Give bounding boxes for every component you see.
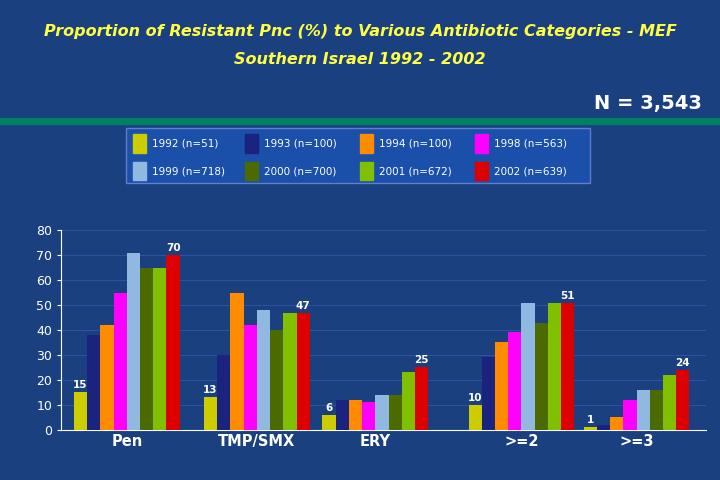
Bar	[475, 162, 488, 180]
Bar	[100, 325, 114, 430]
Text: 2002 (n=639): 2002 (n=639)	[494, 166, 567, 176]
Bar	[495, 342, 508, 430]
Bar	[87, 335, 100, 430]
Bar	[584, 427, 597, 430]
Bar	[548, 302, 561, 430]
Bar	[230, 293, 243, 430]
Text: 15: 15	[73, 380, 88, 390]
Text: Proportion of Resistant Pnc (%) to Various Antibiotic Categories - MEF: Proportion of Resistant Pnc (%) to Vario…	[44, 24, 676, 39]
Bar	[561, 302, 575, 430]
Bar	[133, 162, 146, 180]
Bar	[245, 134, 258, 153]
Bar	[475, 134, 488, 153]
Text: 1: 1	[587, 415, 594, 425]
Bar	[636, 390, 649, 430]
Bar	[521, 302, 535, 430]
Bar	[624, 400, 636, 430]
Bar	[283, 312, 297, 430]
Text: 6: 6	[325, 403, 333, 413]
Text: 10: 10	[468, 393, 482, 403]
Bar	[217, 355, 230, 430]
Bar	[389, 395, 402, 430]
Bar	[133, 134, 146, 153]
Text: N = 3,543: N = 3,543	[594, 94, 702, 113]
Text: 1993 (n=100): 1993 (n=100)	[264, 139, 336, 149]
Bar	[127, 253, 140, 430]
Text: 1998 (n=563): 1998 (n=563)	[494, 139, 567, 149]
Bar	[469, 405, 482, 430]
Bar	[663, 375, 676, 430]
Bar	[535, 323, 548, 430]
Text: 47: 47	[296, 300, 310, 311]
Text: 25: 25	[415, 355, 429, 365]
Bar	[323, 415, 336, 430]
Text: Southern Israel 1992 - 2002: Southern Israel 1992 - 2002	[234, 52, 486, 68]
Bar	[336, 400, 349, 430]
Bar	[362, 402, 375, 430]
Bar	[610, 417, 624, 430]
FancyBboxPatch shape	[126, 128, 590, 183]
Text: 51: 51	[561, 290, 575, 300]
Bar	[257, 310, 270, 430]
Text: 1992 (n=51): 1992 (n=51)	[152, 139, 218, 149]
Bar	[270, 330, 283, 430]
Bar	[297, 312, 310, 430]
Text: 70: 70	[166, 243, 181, 253]
Bar	[140, 268, 153, 430]
Text: 2001 (n=672): 2001 (n=672)	[379, 166, 451, 176]
Bar	[360, 134, 373, 153]
Bar	[153, 268, 166, 430]
Bar	[508, 333, 521, 430]
Text: 1999 (n=718): 1999 (n=718)	[152, 166, 225, 176]
Bar	[375, 395, 389, 430]
Bar	[243, 325, 257, 430]
Bar	[204, 397, 217, 430]
Bar	[676, 370, 690, 430]
Bar	[166, 255, 180, 430]
Text: 2000 (n=700): 2000 (n=700)	[264, 166, 336, 176]
Bar	[597, 425, 610, 430]
Text: 24: 24	[675, 358, 690, 368]
Bar	[349, 400, 362, 430]
Bar	[0, 118, 720, 124]
Bar	[74, 392, 87, 430]
Bar	[649, 390, 663, 430]
Text: 1994 (n=100): 1994 (n=100)	[379, 139, 451, 149]
Bar	[415, 367, 428, 430]
Text: 13: 13	[203, 385, 217, 395]
Bar	[360, 162, 373, 180]
Bar	[402, 372, 415, 430]
Bar	[245, 162, 258, 180]
Bar	[114, 293, 127, 430]
Bar	[482, 358, 495, 430]
